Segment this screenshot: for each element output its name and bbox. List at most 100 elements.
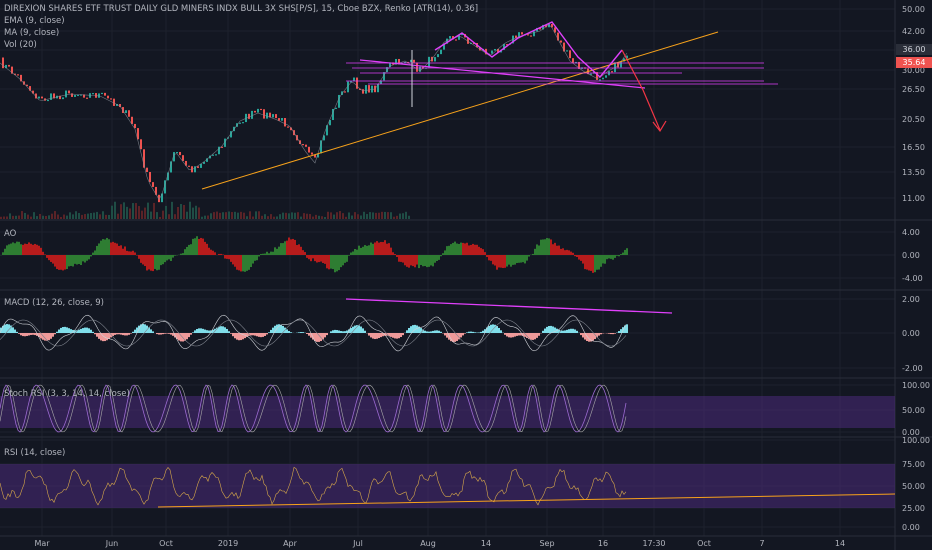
legend-ema[interactable]: EMA (9, close) (4, 16, 65, 26)
volume-bar (102, 211, 104, 219)
stoch-pane[interactable] (0, 384, 895, 433)
price-candle (542, 24, 544, 30)
ao-bar (236, 255, 238, 270)
volume-bar (261, 215, 263, 219)
price-candle (146, 167, 148, 172)
ao-bar (368, 245, 370, 255)
stoch-tick-label: 50.00 (902, 406, 925, 415)
ao-bar (86, 255, 88, 261)
legend-ma[interactable]: MA (9, close) (4, 28, 60, 38)
rsi-legend[interactable]: RSI (14, close) (4, 448, 66, 458)
macd-hist-bar (62, 327, 64, 333)
macd-hist-bar (176, 333, 178, 340)
price-scale[interactable]: 50.00 42.00 30.00 26.50 20.50 16.50 13.50 11.00… (902, 5, 930, 532)
macd-hist-bar (280, 324, 282, 333)
price-candle (506, 44, 508, 46)
price-candle (203, 161, 205, 164)
projection-arrow (621, 49, 661, 131)
macd-hist-bar (384, 333, 386, 336)
volume-bar (123, 202, 125, 219)
ao-bar (134, 252, 136, 255)
macd-hist-bar (508, 333, 510, 338)
price-candle (218, 146, 220, 155)
macd-hist-bar (376, 333, 378, 339)
time-scale[interactable]: Mar Jun Oct 2019 Apr Jul Aug 14 Sep 16 17:30 Oct 7 14 (34, 539, 845, 548)
drawings-layer[interactable] (157, 21, 896, 508)
ao-bar (184, 249, 186, 255)
macd-hist-bar (72, 329, 74, 333)
macd-hist-bar (504, 333, 506, 335)
macd-hist-bar (56, 331, 58, 333)
ao-bar (554, 242, 556, 255)
rsi-pane[interactable] (0, 464, 895, 508)
ao-bar (424, 255, 426, 267)
macd-hist-bar (164, 333, 166, 334)
price-candle (152, 182, 154, 187)
ao-bar (50, 255, 52, 262)
ao-bar (528, 255, 530, 257)
macd-hist-bar (414, 324, 416, 333)
volume-bar (363, 211, 365, 219)
ao-bar (92, 252, 94, 255)
ao-bar (546, 238, 548, 255)
macd-hist-bar (486, 327, 488, 333)
macd-hist-bar (240, 333, 242, 341)
rsi-tick-label: 25.00 (902, 504, 925, 513)
ao-bar (100, 240, 102, 255)
price-candle (131, 116, 133, 124)
symbol-title[interactable]: DIREXION SHARES ETF TRUST DAILY GLD MINE… (4, 4, 479, 14)
ao-bar (26, 244, 28, 255)
ao-legend[interactable]: AO (4, 229, 17, 239)
macd-hist-bar (380, 333, 382, 338)
price-candle (104, 92, 106, 96)
macd-hist-bar (142, 323, 144, 333)
volume-bar (90, 213, 92, 219)
ao-pane[interactable] (0, 236, 628, 273)
price-candle (377, 83, 379, 93)
macd-legend[interactable]: MACD (12, 26, close, 9) (4, 298, 104, 308)
macd-hist-bar (590, 333, 592, 342)
volume-bar (132, 203, 134, 219)
ao-bar (484, 252, 486, 255)
ao-bar (592, 255, 594, 273)
stoch-legend[interactable]: Stoch RSI (3, 3, 14, 14, close) (4, 389, 130, 399)
volume-bar (96, 211, 98, 219)
ao-bar (436, 255, 438, 261)
ao-bar (106, 237, 108, 255)
macd-hist-bar (458, 333, 460, 340)
macd-hist-bar (188, 333, 190, 338)
volume-bar (111, 205, 113, 219)
ao-bar (466, 242, 468, 255)
ao-bar (294, 239, 296, 255)
ao-bar (232, 255, 234, 265)
ao-bar (498, 255, 500, 268)
time-tick-label: Mar (34, 539, 50, 548)
volume-bar (207, 215, 209, 219)
ao-bar (626, 248, 628, 255)
volume-bar (15, 215, 17, 219)
price-candle (497, 48, 499, 53)
ao-bar (576, 255, 578, 257)
volume-bar (147, 202, 149, 219)
macd-hist-bar (418, 326, 420, 333)
legend-vol[interactable]: Vol (20) (4, 40, 37, 50)
macd-hist-bar (532, 333, 534, 340)
price-candle (191, 166, 193, 173)
ao-bar (388, 243, 390, 255)
macd-hist-bar (278, 324, 280, 333)
macd-hist-bar (326, 333, 328, 336)
ao-bar (98, 243, 100, 255)
macd-hist-bar (234, 333, 236, 339)
macd-pane[interactable] (0, 314, 628, 352)
ao-bar (218, 253, 220, 255)
volume-bar (330, 212, 332, 219)
macd-hist-bar (398, 333, 400, 339)
ao-bar (272, 251, 274, 255)
macd-hist-bar (556, 328, 558, 333)
price-candle (179, 151, 181, 156)
ao-bar (8, 244, 10, 255)
price-candle (383, 72, 385, 81)
price-pane[interactable] (0, 23, 628, 219)
